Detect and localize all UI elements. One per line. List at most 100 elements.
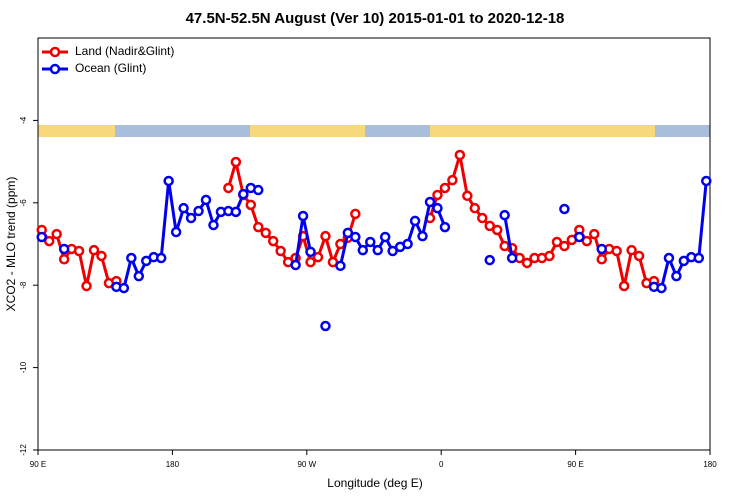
data-point — [693, 252, 705, 264]
data-point — [633, 250, 645, 262]
data-point — [305, 256, 316, 268]
data-point — [297, 210, 309, 222]
data-point — [589, 228, 600, 240]
data-point — [193, 205, 204, 217]
data-point — [544, 250, 555, 262]
data-point — [51, 228, 62, 240]
data-point — [253, 184, 264, 196]
data-point — [267, 235, 279, 247]
data-point — [581, 235, 593, 247]
legend-marker — [49, 63, 61, 75]
data-point — [447, 174, 458, 186]
ocean-band — [115, 125, 250, 137]
data-point — [275, 245, 286, 257]
data-point — [462, 190, 473, 202]
land-band — [430, 125, 655, 137]
data-point — [484, 220, 495, 232]
y-tick-label: -4 — [19, 116, 28, 124]
data-point — [305, 246, 316, 258]
ocean-band — [655, 125, 710, 137]
data-point — [559, 240, 570, 252]
data-point — [618, 280, 630, 292]
land-band — [250, 125, 365, 137]
data-point — [626, 244, 637, 256]
data-point — [245, 199, 257, 211]
data-point — [290, 259, 301, 271]
data-point — [238, 188, 249, 200]
data-point — [596, 253, 607, 265]
data-point — [499, 209, 510, 221]
data-point — [701, 175, 712, 187]
data-point — [208, 219, 219, 231]
data-point — [170, 226, 182, 238]
data-point — [253, 221, 264, 233]
data-point — [230, 206, 242, 218]
data-point — [81, 280, 92, 292]
data-point — [432, 202, 443, 214]
data-point — [432, 189, 443, 201]
data-point — [73, 245, 85, 257]
y-tick-label: -6 — [19, 199, 28, 207]
data-point — [656, 282, 667, 294]
land-band — [38, 125, 115, 137]
data-point — [439, 221, 451, 233]
data-point — [417, 230, 428, 242]
data-point — [611, 245, 622, 257]
data-point — [260, 227, 271, 239]
data-point — [58, 243, 70, 255]
data-point — [163, 175, 174, 187]
data-point — [551, 236, 563, 248]
data-point — [223, 182, 234, 194]
y-tick-label: -12 — [19, 444, 28, 456]
data-point — [477, 212, 488, 224]
data-point — [133, 270, 145, 282]
y-tick-label: -10 — [19, 361, 28, 373]
x-tick-label: 180 — [703, 460, 717, 469]
x-tick-label: 180 — [166, 460, 180, 469]
data-point — [178, 202, 189, 214]
data-point — [491, 224, 503, 236]
data-point — [409, 215, 421, 227]
plot-frame — [37, 37, 711, 451]
data-point — [671, 270, 682, 282]
data-point — [439, 182, 451, 194]
data-point — [320, 320, 331, 332]
data-point — [96, 250, 107, 262]
data-point — [559, 203, 570, 215]
x-tick-label: 90 W — [297, 460, 316, 469]
chart-title: 47.5N-52.5N August (Ver 10) 2015-01-01 t… — [186, 10, 565, 27]
data-point — [484, 254, 495, 266]
x-tick-label: 90 E — [567, 460, 583, 469]
data-point — [350, 231, 361, 243]
data-point — [521, 257, 533, 269]
data-point — [118, 282, 130, 294]
data-point — [342, 227, 354, 239]
data-point — [88, 244, 100, 256]
land-ocean-strip — [38, 125, 710, 137]
ocean-band — [365, 125, 430, 137]
data-point — [320, 230, 331, 242]
data-point — [379, 231, 391, 243]
x-tick-label: 90 E — [30, 460, 46, 469]
data-point — [596, 243, 607, 255]
legend-label: Ocean (Glint) — [75, 61, 146, 75]
data-point — [454, 149, 466, 161]
data-point — [43, 235, 55, 247]
y-axis-label: XCO2 - MLO trend (ppm) — [4, 177, 18, 312]
data-point — [155, 252, 167, 264]
data-point — [424, 196, 436, 208]
data-point — [402, 238, 413, 250]
data-point — [312, 251, 324, 263]
x-tick-label: 0 — [439, 460, 444, 469]
data-point — [58, 253, 70, 265]
data-point — [387, 245, 398, 257]
data-point — [200, 194, 212, 206]
x-axis-label: Longitude (deg E) — [327, 476, 422, 490]
data-point — [185, 212, 197, 224]
data-point — [350, 208, 361, 220]
data-point — [126, 252, 137, 264]
data-point — [365, 236, 376, 248]
data-point — [335, 260, 346, 272]
data-point — [506, 252, 518, 264]
data-point — [230, 156, 242, 168]
